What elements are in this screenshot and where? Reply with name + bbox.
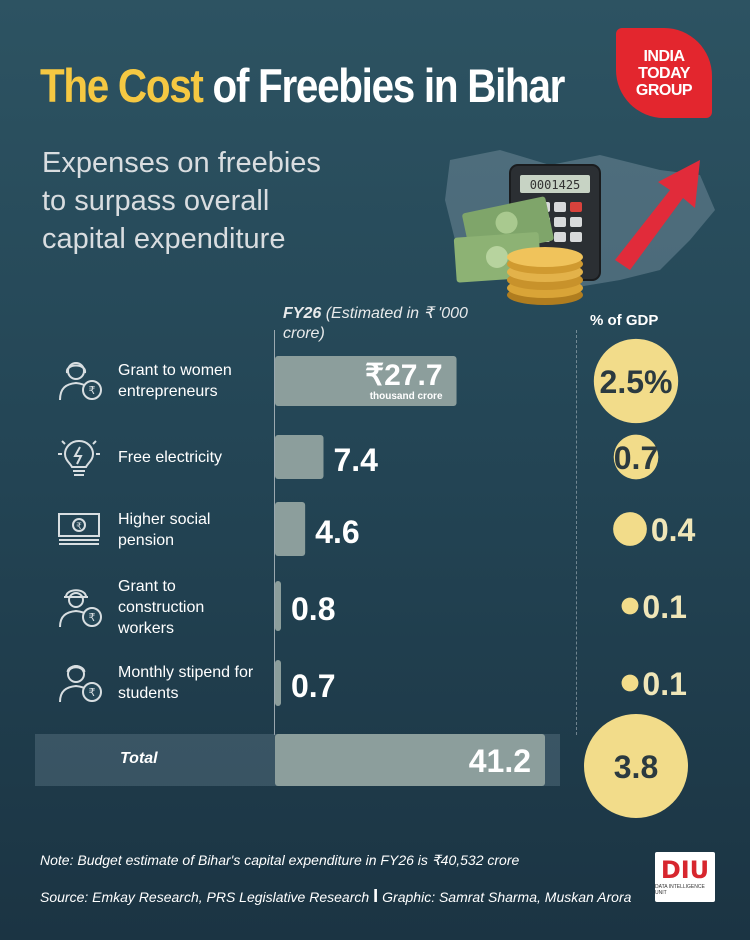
bar-value-label: 7.4 <box>333 442 378 478</box>
fy-column-header: FY26 (Estimated in ₹ '000 crore) <box>283 304 483 344</box>
fy-label: FY26 <box>283 305 322 322</box>
gdp-value-label: 0.4 <box>651 512 696 548</box>
svg-text:₹: ₹ <box>76 521 82 531</box>
woman-entrepreneur-icon: ₹ <box>59 362 102 401</box>
bar-value-label: 0.8 <box>291 591 335 627</box>
student-icon: ₹ <box>59 665 102 703</box>
bar <box>275 581 281 631</box>
india-today-logo: INDIA TODAY GROUP <box>616 28 712 118</box>
title-highlight: The Cost <box>40 59 204 112</box>
source-separator: I <box>373 886 379 906</box>
banknote-icon: ₹ <box>58 513 100 545</box>
gdp-bubble <box>613 512 647 546</box>
diu-text: DATA INTELLIGENCE UNIT <box>655 884 705 896</box>
logo-line-2: TODAY <box>638 64 690 82</box>
bar <box>275 502 306 556</box>
category-label: Monthly stipend for students <box>118 664 254 702</box>
svg-text:₹: ₹ <box>89 385 96 397</box>
total-value-label: 41.2 <box>469 743 531 779</box>
fy-unit: (Estimated in ₹ '000 crore) <box>283 305 468 342</box>
gdp-bubble <box>593 338 679 424</box>
bar-value-label: 4.6 <box>315 514 359 550</box>
gdp-divider-line <box>576 330 577 735</box>
svg-text:0001425: 0001425 <box>530 178 581 192</box>
category-label: Free electricity <box>118 449 223 466</box>
banknotes-icon <box>453 196 554 283</box>
growth-arrow-icon <box>615 160 700 270</box>
bar-axis-line <box>274 330 275 735</box>
graphic-credit: Graphic: Samrat Sharma, Muskan Arora <box>382 889 632 905</box>
gdp-bubble <box>613 434 659 480</box>
diu-mark: DIU <box>660 856 710 884</box>
category-label: Higher social pension <box>118 511 211 549</box>
source-line: Source: Emkay Research, PRS Legislative … <box>40 886 631 907</box>
category-label: Grant to women entrepreneurs <box>118 362 232 400</box>
light-bulb-icon <box>58 439 100 476</box>
subtitle: Expenses on freebies to surpass overall … <box>42 147 321 255</box>
total-label: Total <box>120 750 158 767</box>
source-text: Source: Emkay Research, PRS Legislative … <box>40 889 370 905</box>
construction-worker-icon: ₹ <box>59 589 102 628</box>
gdp-bubble <box>621 597 639 615</box>
bar-value-label: 0.7 <box>291 668 335 704</box>
svg-text:₹: ₹ <box>89 687 96 699</box>
total-bar <box>275 734 545 786</box>
bar <box>275 435 324 479</box>
gdp-value-label: 0.7 <box>614 440 658 476</box>
gdp-value-label: 0.1 <box>642 589 686 625</box>
bar <box>275 356 457 406</box>
footnote: Note: Budget estimate of Bihar's capital… <box>40 852 520 868</box>
gdp-bubble <box>621 674 639 692</box>
bar <box>275 660 281 706</box>
svg-text:₹: ₹ <box>89 612 96 624</box>
logo-line-3: GROUP <box>635 81 693 99</box>
diu-logo: DIU DATA INTELLIGENCE UNIT <box>655 852 715 902</box>
category-label: Grant to construction workers <box>118 578 205 637</box>
bar-value-label: ₹27.7 <box>365 359 442 392</box>
total-gdp-bubble <box>584 714 688 818</box>
gdp-column-header: % of GDP <box>590 312 659 329</box>
coins-stack-icon <box>507 247 583 305</box>
bar-value-unit: thousand crore <box>370 391 443 402</box>
title-rest: of Freebies in Bihar <box>212 59 566 112</box>
page-title: The Cost of Freebies in Bihar <box>40 58 566 113</box>
gdp-value-label: 2.5% <box>600 364 673 400</box>
total-gdp-label: 3.8 <box>614 749 658 785</box>
money-calculator-illustration: 0001425 <box>445 150 715 305</box>
logo-line-1: INDIA <box>643 47 685 65</box>
gdp-value-label: 0.1 <box>642 666 686 702</box>
